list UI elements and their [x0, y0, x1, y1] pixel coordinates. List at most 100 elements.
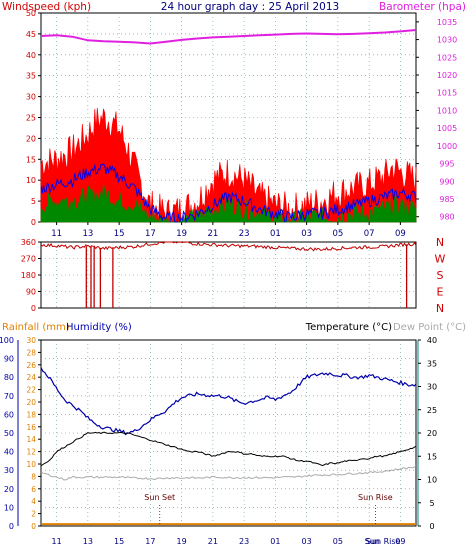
rainfall-tick-label: 6 [31, 485, 36, 494]
direction-tick-label: 360 [21, 238, 36, 247]
wind-tick-label: 5 [31, 197, 36, 206]
baro-tick-label: 1035 [437, 18, 457, 27]
baro-tick-label: 1005 [437, 124, 457, 133]
sun-annotations: Sun Set Sun Rise [144, 493, 393, 526]
humidity-tick-label: 10 [4, 503, 14, 512]
temperature-x-tick-label: 19 [177, 537, 187, 546]
rainfall-tick-label: 30 [26, 336, 36, 345]
wind-tick-label: 10 [26, 176, 36, 185]
wind-x-tick-label: 15 [114, 229, 125, 239]
temperature-tick-label: 20 [427, 429, 437, 438]
rainfall-tick-label: 12 [26, 448, 36, 457]
temperature-series-line [40, 431, 417, 467]
rainfall-tick-label: 16 [26, 423, 36, 432]
direction-tick-label: 0 [31, 304, 36, 313]
dewpoint-series-line [40, 465, 417, 481]
dewpoint-axis-title: Dew Point (°C) [393, 322, 466, 333]
wind-x-tick-label: 03 [301, 229, 312, 239]
sun-annotation-label: Sun Set [144, 493, 175, 502]
compass-tick-label: N [436, 302, 444, 315]
temperature-tick-label: 0 [429, 522, 434, 531]
temperature-x-tick-label: Sun [365, 537, 380, 546]
wind-x-tick-label: 07 [364, 229, 375, 239]
baro-tick-label: 1015 [437, 89, 457, 98]
baro-tick-label: 1020 [437, 71, 457, 80]
wind-x-tick-label: 23 [239, 229, 250, 239]
wind-x-tick-label: 01 [270, 229, 281, 239]
wind-x-tick-label: 19 [176, 229, 187, 239]
humidity-tick-label: 40 [4, 448, 14, 457]
humidity-tick-label: 80 [4, 373, 14, 382]
rainfall-tick-label: 28 [26, 348, 36, 357]
humidity-tick-label: 30 [4, 466, 14, 475]
direction-series-line [40, 241, 417, 252]
baro-tick-label: 1010 [437, 106, 457, 115]
rainfall-tick-label: 4 [31, 497, 36, 506]
direction-tick-label: 90 [26, 288, 36, 297]
wind-x-ticks: 11 13 15 17 19 21 23 01 03 05 07 09 [51, 222, 406, 239]
rainfall-tick-label: 24 [26, 373, 36, 382]
wind-tick-label: 45 [26, 30, 36, 39]
rainfall-tick-label: 0 [31, 522, 36, 531]
wind-x-tick-label: 09 [395, 229, 406, 239]
compass-tick-label: E [437, 286, 444, 299]
graph-title: 24 hour graph day : 25 April 2013 [161, 1, 339, 13]
temperature-tick-label: 5 [429, 499, 434, 508]
wind-tick-label: 35 [26, 72, 36, 81]
compass-tick-label: S [437, 269, 444, 282]
rainfall-tick-label: 20 [26, 398, 36, 407]
sun-annotation-label: Sun Rise [358, 493, 393, 502]
humidity-series-line [40, 367, 417, 436]
rainfall-tick-label: 22 [26, 386, 36, 395]
humidity-tick-label: 0 [9, 522, 14, 531]
rainfall-tick-label: 14 [26, 435, 36, 444]
humidity-tick-label: 90 [4, 355, 14, 364]
temperature-x-tick-label: 21 [208, 537, 218, 546]
temperature-right-ticks: 0 5 10 15 20 25 30 35 40 [417, 336, 437, 531]
temperature-x-tick-label: Sun Rise [366, 537, 401, 546]
compass-tick-label: N [436, 236, 444, 249]
direction-left-ticks: 0 90 180 270 360 [21, 238, 41, 313]
baro-tick-label: 980 [439, 213, 454, 222]
humidity-tick-label: 70 [4, 392, 14, 401]
temperature-x-tick-label: 17 [145, 537, 155, 546]
rainfall-tick-label: 2 [31, 510, 36, 519]
temperature-x-tick-label: 11 [52, 537, 62, 546]
temperature-x-tick-label: 13 [83, 537, 93, 546]
humidity-tick-label: 20 [4, 485, 14, 494]
temperature-x-tick-label: 15 [114, 537, 124, 546]
baro-tick-label: 1025 [437, 53, 457, 62]
wind-x-tick-label: 05 [332, 229, 343, 239]
baro-tick-label: 995 [439, 160, 454, 169]
wind-tick-label: 0 [31, 218, 36, 227]
temperature-tick-label: 10 [427, 476, 437, 485]
rainfall-tick-label: 26 [26, 361, 36, 370]
wind-left-ticks: 0 5 10 15 20 25 30 35 40 45 50 [26, 9, 41, 227]
direction-series [40, 241, 417, 308]
rainfall-tick-label: 8 [31, 472, 36, 481]
temperature-axis-title: Temperature (°C) [305, 322, 392, 333]
rainfall-tick-label: 18 [26, 410, 36, 419]
barometer-series-line [40, 29, 417, 45]
humidity-tick-label: 100 [0, 336, 14, 345]
wind-x-tick-label: 11 [51, 229, 62, 239]
temperature-tick-label: 35 [427, 359, 437, 368]
temperature-x-tick-label: 05 [333, 537, 343, 546]
temperature-series [40, 367, 417, 526]
temperature-tick-label: 40 [427, 336, 437, 345]
wind-series [40, 29, 417, 224]
wind-tick-label: 15 [26, 155, 36, 164]
temperature-x-tick-label: 03 [302, 537, 312, 546]
baro-tick-label: 1000 [437, 142, 457, 151]
humidity-tick-label: 60 [4, 410, 14, 419]
wind-x-tick-label: 21 [207, 229, 218, 239]
temperature-x-tick-label: 01 [270, 537, 280, 546]
humidity-tick-label: 50 [4, 429, 14, 438]
temperature-tick-label: 30 [427, 383, 437, 392]
direction-grid [41, 242, 416, 308]
wind-axis-title: Windspeed (kph) [2, 1, 91, 13]
